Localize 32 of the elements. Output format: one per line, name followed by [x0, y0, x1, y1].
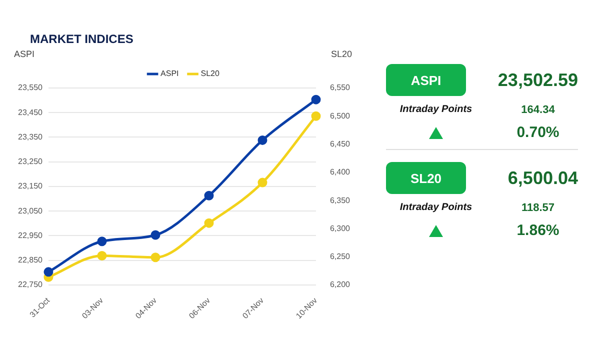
text: 0.70%	[516, 124, 560, 141]
y2-tick-label: 6,350	[330, 196, 351, 205]
legend-label: ASPI	[160, 69, 179, 78]
y-tick-label: 23,450	[18, 108, 44, 117]
y-tick-label: 22,950	[18, 230, 44, 240]
y-tick-label: 23,250	[18, 157, 44, 166]
y2-tick-label: 6,250	[330, 252, 351, 262]
text: 118.57	[520, 202, 556, 214]
text: Intraday Points	[398, 104, 474, 116]
y2-tick-label: 6,200	[330, 280, 351, 290]
y2-tick-label: 6,500	[330, 111, 351, 120]
y-tick-label: 23,550	[18, 83, 44, 92]
text: 6,500.04	[508, 168, 578, 188]
y-tick-label: 23,150	[18, 182, 44, 191]
y2-tick-label: 6,400	[330, 168, 351, 177]
y2-axis-title: SL20	[330, 48, 352, 59]
y2-tick-label: 6,550	[330, 83, 351, 92]
text: 164.34	[520, 104, 556, 116]
text: Intraday Points	[398, 202, 474, 214]
y-axis-title: ASPI	[14, 48, 35, 59]
text: SL20	[386, 162, 466, 194]
y2-tick-label: 6,450	[330, 139, 351, 148]
chart-title: MARKET INDICES	[30, 32, 134, 46]
y-tick-label: 23,350	[18, 132, 44, 142]
y-tick-label: 23,050	[18, 206, 44, 216]
text: 1.86%	[516, 222, 560, 239]
y2-tick-label: 6,300	[330, 224, 351, 233]
legend-label: SL20	[200, 69, 220, 78]
text: 23,502.59	[498, 70, 578, 90]
y-tick-label: 22,850	[18, 256, 44, 265]
text: ASPI	[386, 64, 466, 96]
y-tick-label: 22,750	[18, 280, 44, 290]
